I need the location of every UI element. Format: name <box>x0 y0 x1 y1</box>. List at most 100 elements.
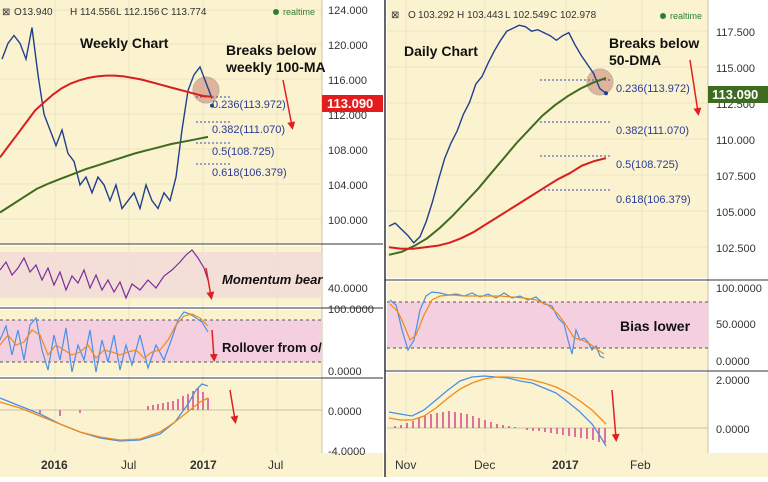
daily-ma-red-line <box>388 157 607 250</box>
weekly-price-tick: 124.000 <box>328 5 368 17</box>
daily-ohlc-h-label: H <box>457 10 464 21</box>
weekly-momentum-label: Momentum bear <box>222 272 323 287</box>
daily-ohlc-close-icon[interactable]: ⊠ <box>391 10 399 21</box>
weekly-price-line <box>1 27 213 211</box>
weekly-macd-arrow-icon <box>229 389 239 424</box>
weekly-ma100-line <box>0 74 213 158</box>
daily-down-arrow-icon <box>689 59 702 116</box>
daily-time-tick: Nov <box>395 458 416 472</box>
weekly-stoch-tick: 0.0000 <box>328 366 362 378</box>
daily-rsi-label: Bias lower <box>620 318 691 334</box>
daily-macd-tick: 2.0000 <box>716 375 750 387</box>
daily-price-tick: 115.000 <box>716 63 755 75</box>
weekly-time-tick: 2016 <box>41 458 68 472</box>
daily-macd-pane <box>387 373 708 453</box>
daily-fib-label-0382: 0.382(111.070) <box>616 125 689 137</box>
weekly-stoch-k-line <box>0 311 209 373</box>
daily-last-price-tag <box>708 86 768 103</box>
weekly-macd-tick: -4.0000 <box>328 446 365 458</box>
weekly-stoch-label: Rollover from o/ <box>222 340 322 355</box>
weekly-ohlc-l-label: L <box>116 7 122 18</box>
daily-price-line <box>388 24 607 244</box>
weekly-price-tick: 108.000 <box>328 145 368 157</box>
daily-fib-label-05: 0.5(108.725) <box>616 159 678 171</box>
weekly-ohlc-h: 114.556 <box>80 7 116 18</box>
weekly-ma-green-line <box>0 135 209 214</box>
weekly-fib-label-05: 0.5(108.725) <box>212 146 274 158</box>
weekly-fib-lines <box>196 96 230 165</box>
weekly-panel: ⊠ O 13.940 H 114.556 L 112.156 C 113.774… <box>0 0 383 477</box>
daily-rsi-tick: 0.0000 <box>716 356 750 368</box>
daily-series-layer <box>388 24 608 256</box>
weekly-momentum-zone <box>0 252 322 298</box>
weekly-time-tick: Jul <box>268 458 283 472</box>
weekly-ohlc-o: 13.940 <box>22 7 53 18</box>
weekly-ohlc-c-label: C <box>161 7 168 18</box>
weekly-down-arrow-icon <box>282 79 296 130</box>
daily-realtime-label: realtime <box>670 11 702 21</box>
daily-time-tick: 2017 <box>552 458 579 472</box>
weekly-stoch-tick: 100.0000 <box>328 304 374 316</box>
weekly-ohlc-o-label: O <box>14 7 22 18</box>
weekly-break-highlight <box>192 76 220 104</box>
weekly-ohlc-close-icon[interactable]: ⊠ <box>2 7 10 18</box>
daily-ohlc-l-label: L <box>505 10 511 21</box>
daily-ohlc-h: 103.443 <box>467 10 504 21</box>
daily-macd-tick: 0.0000 <box>716 424 750 436</box>
weekly-annotation-line2: weekly 100-MA <box>225 59 326 75</box>
weekly-series-layer <box>0 27 214 214</box>
daily-break-highlight <box>586 68 614 96</box>
daily-price-tick: 102.500 <box>716 243 756 255</box>
weekly-price-tick: 104.000 <box>328 180 368 192</box>
weekly-last-price: 113.090 <box>327 96 373 111</box>
weekly-momentum-arrow-icon <box>205 267 215 300</box>
weekly-momentum-tick: 40.0000 <box>328 283 368 295</box>
daily-price-tick: 117.500 <box>716 27 755 39</box>
daily-time-axis <box>385 453 768 477</box>
daily-ohlc-o: 103.292 <box>418 10 455 21</box>
weekly-fib-label-0236: 0.236(113.972) <box>212 99 286 111</box>
weekly-macd-pane <box>0 380 322 453</box>
daily-macd-signal <box>388 376 607 425</box>
weekly-macd-signal <box>0 397 209 441</box>
daily-last-price: 113.090 <box>712 87 758 102</box>
weekly-last-price-marker <box>210 103 214 108</box>
daily-rsi-zone <box>387 302 708 348</box>
daily-time-tick: Feb <box>630 458 651 472</box>
daily-price-tick: 105.000 <box>716 207 756 219</box>
daily-panel: ⊠ O 103.292 H 103.443 L 102.549 C 102.97… <box>384 0 768 477</box>
weekly-price-tick: 120.000 <box>328 40 368 52</box>
weekly-chart-title: Weekly Chart <box>80 35 169 51</box>
weekly-time-tick: Jul <box>121 458 136 472</box>
weekly-realtime-label: realtime <box>283 7 315 17</box>
daily-annotation-line1: Breaks below <box>609 35 699 51</box>
weekly-last-price-tag <box>322 95 383 112</box>
daily-fib-label-0618: 0.618(106.379) <box>616 194 691 206</box>
weekly-fib-label-0618: 0.618(106.379) <box>212 167 287 179</box>
daily-chart-title: Daily Chart <box>404 43 478 59</box>
daily-ohlc-o-label: O <box>408 10 416 21</box>
daily-price-tick: 110.000 <box>716 135 755 147</box>
daily-ohlc-c-label: C <box>550 10 557 21</box>
daily-macd-arrow-icon <box>611 389 620 442</box>
daily-rsi-tick: 50.0000 <box>716 319 756 331</box>
daily-rsi-tick: 100.0000 <box>716 283 762 295</box>
daily-gridlines <box>387 0 708 453</box>
weekly-annotation-line1: Breaks below <box>226 42 316 58</box>
weekly-time-tick: 2017 <box>190 458 217 472</box>
daily-ohlc-l: 102.549 <box>513 10 550 21</box>
weekly-price-tick: 112.000 <box>328 110 367 122</box>
daily-ma50-line <box>388 77 607 256</box>
weekly-realtime-dot-icon <box>273 9 279 15</box>
weekly-stoch-d-line <box>0 313 209 359</box>
daily-fib-label-0236: 0.236(113.972) <box>616 83 690 95</box>
weekly-price-tick: 100.000 <box>328 215 368 227</box>
daily-last-price-marker <box>604 91 608 96</box>
weekly-fib-label-0382: 0.382(111.070) <box>212 124 285 136</box>
weekly-momentum-line <box>0 249 209 300</box>
weekly-stoch-arrow-icon <box>209 329 218 362</box>
daily-annotation-line2: 50-DMA <box>609 52 661 68</box>
daily-realtime-dot-icon <box>660 13 666 19</box>
